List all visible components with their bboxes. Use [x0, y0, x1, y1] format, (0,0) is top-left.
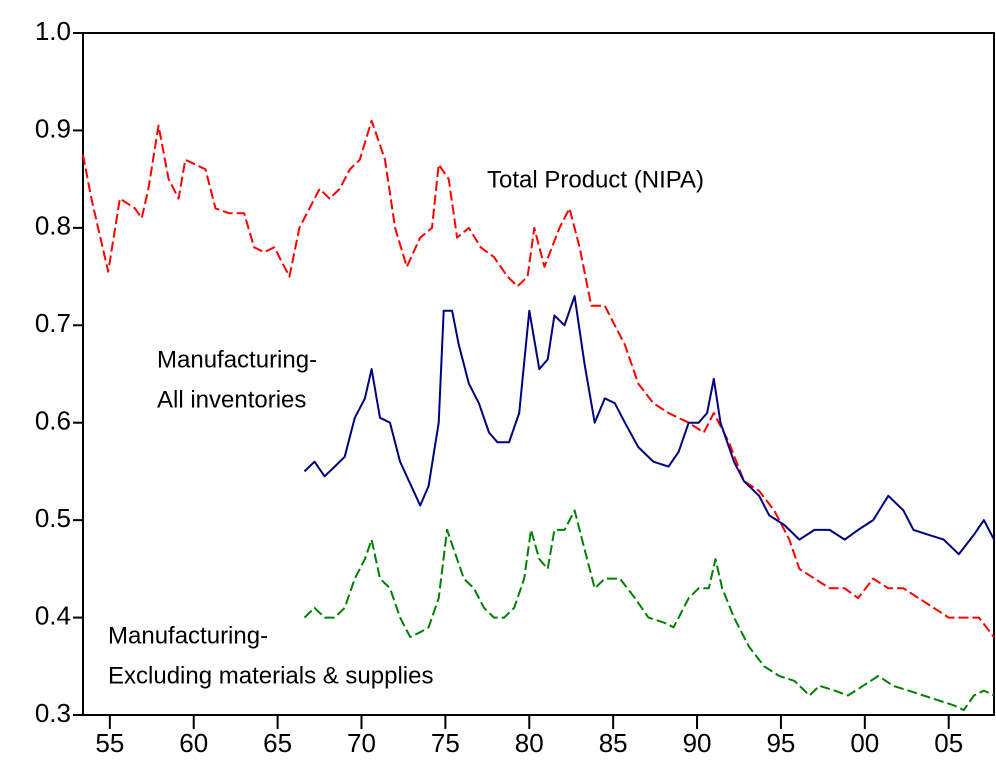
- x-tick-label: 00: [850, 728, 879, 758]
- x-tick-label: 95: [766, 728, 795, 758]
- y-tick-label: 0.8: [35, 211, 71, 241]
- x-tick-label: 05: [934, 728, 963, 758]
- annotation: Total Product (NIPA): [487, 166, 704, 193]
- x-tick-label: 65: [263, 728, 292, 758]
- annotation: All inventories: [157, 386, 306, 413]
- series-line: [82, 119, 995, 638]
- x-tick-label: 55: [95, 728, 124, 758]
- x-tick-label: 90: [683, 728, 712, 758]
- y-tick-label: 0.3: [35, 698, 71, 728]
- y-tick-label: 0.5: [35, 503, 71, 533]
- plot-frame: [82, 32, 995, 716]
- annotation: Manufacturing-: [108, 622, 268, 649]
- y-tick-label: 0.7: [35, 308, 71, 338]
- x-tick-label: 70: [347, 728, 376, 758]
- x-tick-label: 80: [515, 728, 544, 758]
- y-tick-label: 0.6: [35, 406, 71, 436]
- y-tick-label: 0.4: [35, 600, 71, 630]
- x-tick-label: 75: [431, 728, 460, 758]
- series-line: [303, 295, 995, 556]
- annotation: Excluding materials & supplies: [108, 662, 434, 689]
- y-tick-label: 1.0: [35, 16, 71, 46]
- y-tick-label: 0.9: [35, 113, 71, 143]
- series-line: [303, 509, 995, 712]
- x-tick-label: 85: [599, 728, 628, 758]
- x-tick-label: 60: [179, 728, 208, 758]
- annotation: Manufacturing-: [157, 346, 317, 373]
